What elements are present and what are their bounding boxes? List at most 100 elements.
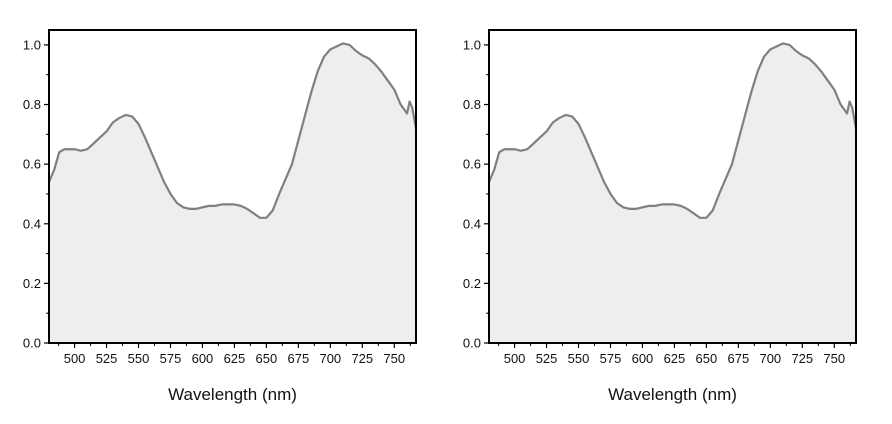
x-tick-label: 675 [728,351,750,366]
data-point [157,166,159,168]
y-tick-label: 1.0 [463,37,481,52]
data-point [336,46,338,48]
data-point [291,163,293,165]
data-point [234,204,236,206]
data-point [272,210,274,212]
data-point [138,123,140,125]
data-point [342,43,344,45]
data-point [744,116,746,118]
x-tick-label: 750 [823,351,845,366]
data-point [151,151,153,153]
series-line [47,42,418,219]
x-tick-label: 550 [128,351,150,366]
data-point [144,137,146,139]
y-tick-label: 0.4 [463,216,481,231]
data-point [661,204,663,206]
data-point [409,101,411,103]
x-tick-label: 550 [568,351,590,366]
data-point [189,208,191,210]
data-point [504,148,506,150]
data-point [622,207,624,209]
data-point [559,117,561,119]
data-point [493,169,495,171]
data-point [642,207,644,209]
x-tick-label: 500 [504,351,526,366]
x-tick-label: 575 [160,351,182,366]
data-point [246,208,248,210]
data-point [712,210,714,212]
data-point [74,148,76,150]
data-point [851,107,853,109]
data-point [654,205,656,207]
y-tick-label: 0.2 [23,276,41,291]
chart-panel-right: Wavelength (nm) 500 525 550 575 600 625 650 675… [463,29,858,404]
data-point [770,49,772,51]
x-axis-title: Wavelength (nm) [168,385,297,404]
data-point [317,71,319,73]
data-point [603,181,605,183]
data-point [298,140,300,142]
plot-frame [488,29,857,344]
data-point [131,116,133,118]
data-point [821,71,823,73]
data-point [840,104,842,106]
x-tick-label: 500 [64,351,86,366]
data-point [801,55,803,57]
data-point [610,193,612,195]
data-point [106,131,108,133]
y-tick-label: 0.4 [23,216,41,231]
data-point [278,193,280,195]
data-point [214,205,216,207]
x-tick-label: 525 [96,351,118,366]
data-point [597,166,599,168]
x-tick-label: 700 [759,351,781,366]
area-fill [49,43,416,343]
x-tick-label: 675 [288,351,310,366]
data-point [330,49,332,51]
data-point [789,44,791,46]
chart-panel-left: Wavelength (nm) 500 525 550 575 600 625 650 675… [23,29,418,404]
data-point [227,204,229,206]
data-point [304,116,306,118]
data-point [64,148,66,150]
data-point [53,169,55,171]
x-tick-label: 725 [351,351,373,366]
data-point [565,114,567,116]
data-point [355,50,357,52]
data-point [400,104,402,106]
data-point [667,204,669,206]
data-point [381,71,383,73]
data-point [725,178,727,180]
data-point [706,217,708,219]
data-point [686,208,688,210]
data-point [393,89,395,91]
x-tick-label: 600 [632,351,654,366]
data-point [368,58,370,60]
data-point [782,43,784,45]
data-point [757,71,759,73]
x-tick-label: 650 [696,351,718,366]
y-tick-label: 0.6 [463,157,481,172]
data-point [795,50,797,52]
data-point [202,207,204,209]
y-tick-label: 0.8 [463,97,481,112]
data-point [776,46,778,48]
area-fill [489,43,856,343]
data-point [584,137,586,139]
data-point [514,148,516,150]
data-point [527,148,529,150]
data-point [680,205,682,207]
x-tick-label: 725 [791,351,813,366]
y-tick-label: 0.0 [463,336,481,351]
data-point [635,208,637,210]
data-point [259,217,261,219]
y-tick-label: 0.0 [23,336,41,351]
x-tick-label: 625 [224,351,246,366]
data-point [285,178,287,180]
data-point [693,213,695,215]
x-tick-label: 525 [536,351,558,366]
data-point [387,80,389,82]
data-point [69,148,71,150]
data-point [578,123,580,125]
